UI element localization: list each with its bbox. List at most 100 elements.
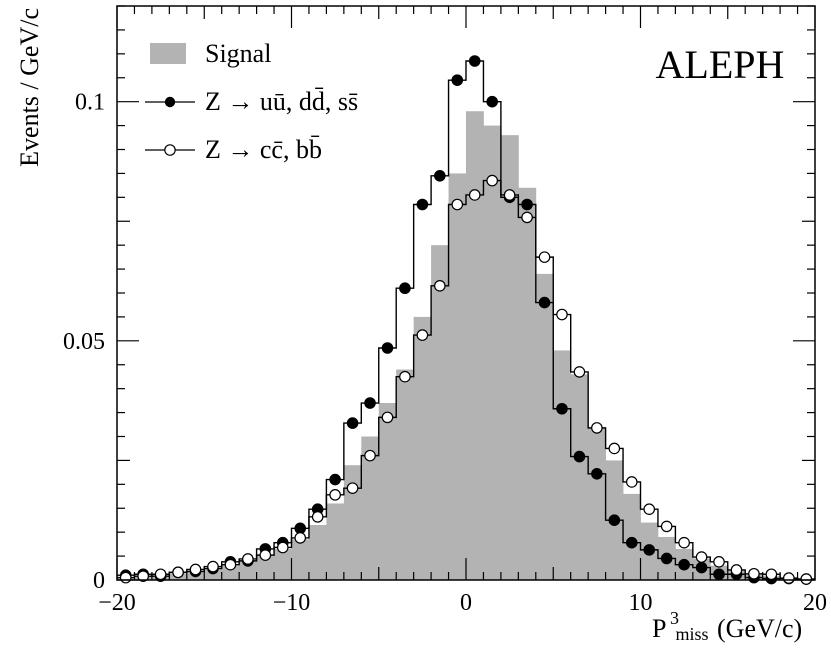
marker-light-quarks [591,468,603,480]
marker-light-quarks [556,402,568,415]
marker-heavy-quarks [625,476,638,488]
marker-heavy-quarks [311,511,324,523]
legend-label-light-quarks: Z → uū, dd̄, ss̄ [205,87,358,116]
marker-light-quarks [538,296,551,309]
marker-heavy-quarks [783,572,795,584]
x-axis-title-sup: 3 [670,608,679,628]
x-axis-title-main: P [652,614,666,643]
x-tick-label: 10 [629,590,653,616]
axes: −20 −10 0 10 20 0 0.05 0.1 [63,5,827,616]
marker-light-quarks [713,568,725,581]
marker-light-quarks [643,544,656,556]
legend-label-signal: Signal [205,39,271,68]
marker-heavy-quarks [660,520,673,533]
signal-bar [274,548,292,580]
step-line-heavy-quarks [117,179,815,580]
marker-heavy-quarks [678,536,690,549]
legend: Signal Z → uū, dd̄, ss̄ Z → cc̄, bb̄ [145,39,358,164]
legend-marker-heavy-quarks [164,144,176,156]
chart-title: ALEPH [656,42,785,87]
marker-heavy-quarks [695,551,708,563]
signal-bar [448,173,467,580]
signal-bar [291,539,310,580]
marker-heavy-quarks [468,189,481,201]
marker-heavy-quarks [486,174,498,187]
marker-heavy-quarks [765,568,778,581]
marker-light-quarks [468,55,481,67]
x-tick-label: 0 [460,590,472,616]
marker-light-quarks [364,397,376,409]
marker-heavy-quarks [713,556,725,568]
x-axis-title-sub: miss [676,624,709,644]
marker-heavy-quarks [242,553,254,565]
marker-heavy-quarks [224,558,237,571]
signal-histogram [117,111,816,580]
x-tick-label: 20 [803,590,827,616]
x-axis-title-unit: (GeV/c) [717,614,802,643]
marker-light-quarks [294,522,307,535]
marker-heavy-quarks [503,189,516,201]
legend-label-heavy-quarks: Z → cc̄, bb̄ [205,135,322,164]
marker-light-quarks [434,170,446,182]
signal-bar [413,316,432,580]
marker-light-quarks [399,282,411,295]
signal-bar [483,125,502,580]
marker-heavy-quarks [800,573,813,585]
marker-heavy-quarks [259,549,272,561]
marker-light-quarks [660,552,673,565]
marker-light-quarks [521,198,533,211]
signal-bar [326,503,345,580]
marker-heavy-quarks [172,566,184,579]
marker-light-quarks [573,450,586,463]
marker-heavy-quarks [521,211,533,224]
marker-heavy-quarks [294,532,307,544]
y-tick-label: 0 [93,568,105,594]
signal-bar [361,436,380,580]
signal-bar [204,569,223,580]
signal-bar [535,273,554,580]
marker-heavy-quarks [591,422,603,434]
marker-heavy-quarks [381,411,394,424]
signal-bar [431,245,449,580]
marker-light-quarks [451,74,464,86]
marker-heavy-quarks [643,503,656,516]
marker-heavy-quarks [329,489,341,501]
marker-heavy-quarks [573,366,586,378]
marker-heavy-quarks [207,560,219,573]
marker-light-quarks [486,95,498,108]
marker-heavy-quarks [608,442,621,455]
signal-bar [500,135,519,580]
y-tick-label: 0.05 [63,329,105,355]
signal-bar [588,426,606,580]
marker-heavy-quarks [748,567,760,580]
signal-bar [553,350,572,580]
marker-heavy-quarks [556,308,568,321]
marker-heavy-quarks [538,251,551,263]
marker-heavy-quarks [730,564,743,576]
signal-bar [466,111,484,580]
marker-heavy-quarks [137,570,149,582]
marker-heavy-quarks [451,198,464,211]
marker-heavy-quarks [364,449,376,462]
marker-light-quarks [695,561,708,574]
marker-heavy-quarks [119,571,132,584]
signal-bar [518,187,537,580]
y-tick-label: 0.1 [75,90,105,116]
marker-heavy-quarks [346,482,359,494]
marker-light-quarks [416,198,429,211]
marker-light-quarks [381,342,394,354]
signal-bar [343,465,362,580]
marker-light-quarks [608,514,621,527]
marker-light-quarks [329,473,341,486]
x-axis-title: P 3 miss (GeV/c) [652,601,802,646]
legend-marker-light-quarks [164,96,176,108]
marker-light-quarks [346,417,359,429]
x-tick-label: −10 [273,590,311,616]
marker-heavy-quarks [399,370,411,383]
signal-bar [256,556,275,580]
signal-bar [396,369,415,580]
signal-bar [570,374,589,580]
signal-bar [378,403,397,580]
marker-heavy-quarks [416,329,429,341]
